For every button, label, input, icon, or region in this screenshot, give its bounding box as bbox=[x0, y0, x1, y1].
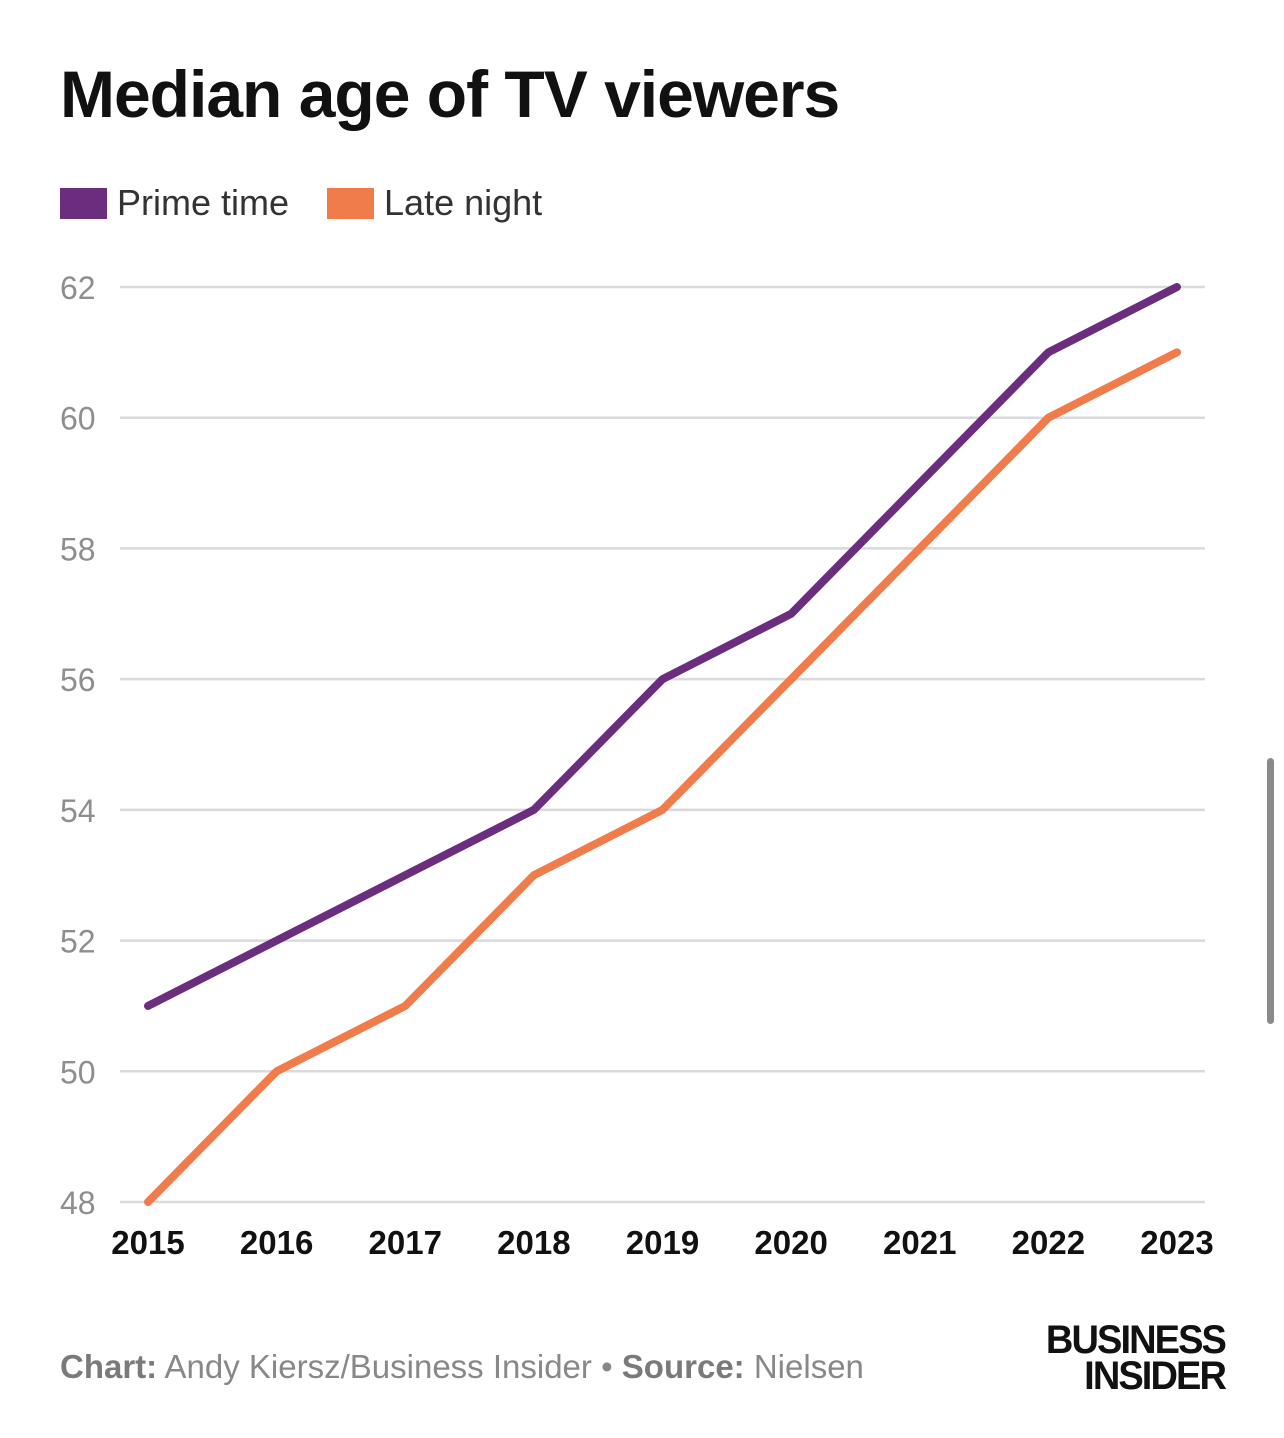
x-tick-label-2021: 2021 bbox=[883, 1224, 956, 1261]
legend-label-prime-time: Prime time bbox=[117, 182, 290, 223]
y-tick-label-54: 54 bbox=[60, 793, 96, 829]
legend-swatch-prime-time bbox=[60, 187, 107, 219]
y-tick-label-62: 62 bbox=[60, 270, 96, 306]
chart-title: Median age of TV viewers bbox=[60, 57, 840, 131]
series-line-late-night bbox=[144, 348, 1181, 1206]
y-tick-label-48: 48 bbox=[60, 1185, 96, 1221]
series-line-prime-time bbox=[144, 283, 1181, 1010]
legend-item-late-night: Late night bbox=[327, 182, 542, 224]
x-tick-label-2020: 2020 bbox=[754, 1224, 827, 1261]
line-chart: 48 50 52 54 56 58 60 62 2015 2016 2017 2018 2019 2020… bbox=[60, 270, 1214, 1261]
footer-source-value: Nielsen bbox=[753, 1348, 864, 1385]
vertical-scrollbar[interactable] bbox=[1267, 758, 1274, 1024]
footer-source-label: Source: bbox=[621, 1348, 745, 1385]
chart-legend: Prime time Late night bbox=[60, 182, 580, 224]
x-tick-label-2018: 2018 bbox=[497, 1224, 570, 1261]
y-tick-label-56: 56 bbox=[60, 662, 96, 698]
x-tick-label-2019: 2019 bbox=[626, 1224, 699, 1261]
y-tick-label-58: 58 bbox=[60, 531, 96, 567]
logo-line-business: BUSINESS bbox=[1045, 1318, 1227, 1362]
business-insider-logo: BUSINESS INSIDER bbox=[1003, 1318, 1227, 1398]
x-tick-label-2023: 2023 bbox=[1140, 1224, 1213, 1261]
logo-line-insider: INSIDER bbox=[1084, 1354, 1227, 1398]
legend-swatch-late-night bbox=[327, 187, 375, 219]
legend-label-late-night: Late night bbox=[384, 182, 543, 223]
y-tick-label-52: 52 bbox=[60, 924, 96, 960]
x-tick-label-2022: 2022 bbox=[1012, 1224, 1085, 1261]
footer-chart-label: Chart: bbox=[60, 1348, 158, 1385]
y-tick-label-50: 50 bbox=[60, 1054, 96, 1090]
y-tick-label-60: 60 bbox=[60, 401, 96, 437]
chart-footer: Chart: Andy Kiersz/Business Insider • So… bbox=[60, 1348, 864, 1386]
footer-separator: • bbox=[601, 1348, 613, 1385]
x-tick-label-2016: 2016 bbox=[240, 1224, 313, 1261]
x-tick-label-2017: 2017 bbox=[369, 1224, 442, 1261]
x-tick-label-2015: 2015 bbox=[111, 1224, 184, 1261]
legend-item-prime-time: Prime time bbox=[60, 182, 289, 224]
footer-chart-credit: Andy Kiersz/Business Insider bbox=[164, 1348, 592, 1385]
